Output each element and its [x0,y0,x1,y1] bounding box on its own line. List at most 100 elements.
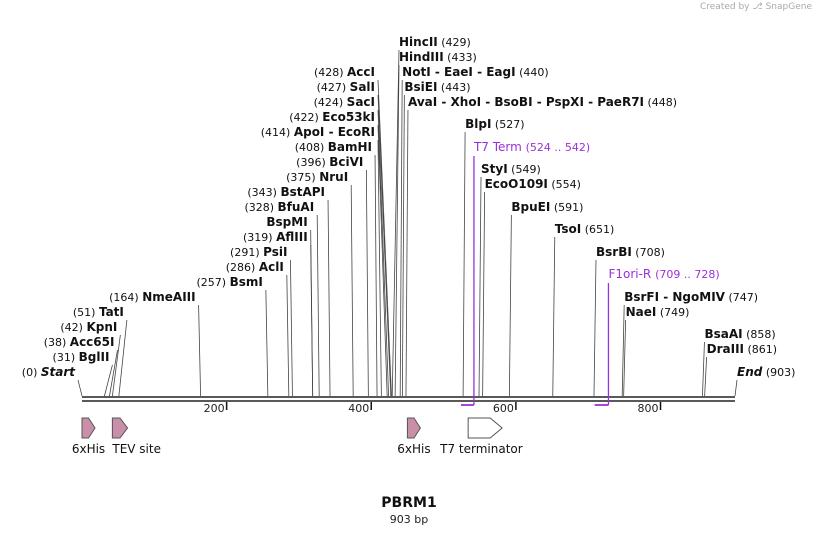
site-name: BsrBI [596,245,632,259]
site-label: HincII (429) [399,35,471,49]
feature-label: TEV site [111,442,161,456]
site-blpi: BlpI (527) [462,117,525,397]
site-name: SalI [350,80,375,94]
site-leader-line [104,364,113,397]
site-leader-line [377,79,392,397]
site-position: (319) [243,231,276,244]
site-label: (343) BstAPI [247,185,325,199]
site-label: End (903) [737,365,795,379]
site-name: BsaAI [704,327,742,341]
site-eco53ki: (422) Eco53kI [289,110,388,397]
site-naei: NaeI (749) [623,305,689,397]
site-leader-line [377,124,388,397]
site-leader-line [316,214,320,397]
site-hincii: HincII (429) [391,35,471,397]
site-leader-line [405,109,409,397]
site-leader-line [77,379,83,397]
site-label: (42) KpnI [60,320,117,334]
site-label: BsrFI - NgoMIV (747) [624,290,758,304]
site-label: (427) SalI [317,80,375,94]
site-position: (747) [725,291,758,304]
site-label: (375) NruI [286,170,348,184]
site-label: NotI - EaeI - EagI (440) [402,65,549,79]
tick-label-800: 800 [638,402,659,415]
site-leader-line [377,109,390,397]
site-position: (549) [508,163,541,176]
site-label: (408) BamHI [295,140,372,154]
site-name: EcoO109I [485,177,548,191]
site-name: AclI [259,260,284,274]
site-position: (591) [550,201,583,214]
site-name: StyI [481,162,508,176]
site-acc65i: (38) Acc65I [44,335,118,397]
site-leader-line [265,289,269,397]
site-end: End (903) [734,365,795,397]
site-position: (38) [44,336,70,349]
site-leader-line [350,184,354,397]
site-name: HincII [399,35,438,49]
site-label: (257) BsmI [197,275,263,289]
primer-name: F1ori-R [608,267,655,281]
site-position: (440) [516,66,549,79]
site-label: (291) PsiI [230,245,287,259]
site-leader-line [374,154,378,397]
site-label: (164) NmeAIII [109,290,195,304]
site-bspmi: BspMI [266,215,314,397]
features: 6xHis TEV site 6xHis T7 terminator [72,417,523,456]
site-name: ApoI - EcoRI [294,125,375,139]
site-position: (257) [197,276,230,289]
site-leader-line [593,259,597,397]
site-name: BfuAI [278,200,315,214]
primer-range: (709 .. 728) [655,268,720,281]
site-position: (443) [437,81,470,94]
site-name: BsrFI - NgoMIV [624,290,725,304]
site-label: (51) TatI [73,305,124,319]
site-label: StyI (549) [481,162,541,176]
site-bamhi: (408) BamHI [295,140,378,397]
site-leader-line [109,349,118,397]
site-name: DraIII [707,342,744,356]
site-position: (527) [491,118,524,131]
site-position: (408) [295,141,328,154]
site-label: (286) AclI [226,260,284,274]
site-apoi-ecori: (414) ApoI - EcoRI [261,125,382,397]
site-position: (903) [762,366,795,379]
feature-label: 6xHis [397,442,430,456]
site-position: (651) [581,223,614,236]
site-name: BsiEI [404,80,437,94]
site-label: (424) SacI [314,95,375,109]
site-position: (708) [632,246,665,259]
site-label: (38) Acc65I [44,335,115,349]
site-leader-line [734,379,738,397]
site-position: (414) [261,126,294,139]
site-leader-line [310,229,314,397]
primer-label: T7 Term (524 .. 542) [473,140,590,154]
plasmid-name: PBRM1 [381,495,437,511]
site-leader-line [508,214,512,397]
site-label: EcoO109I (554) [485,177,581,191]
site-position: (0) [22,366,41,379]
site-position: (42) [60,321,86,334]
site-leader-line [552,236,556,397]
site-name: Acc65I [70,335,115,349]
site-nmeaiii: (164) NmeAIII [109,290,201,397]
snapgene-watermark: Created by ⎇ SnapGene [699,2,812,12]
site-leader-line [377,94,392,397]
site-label: HindIII (433) [399,50,477,64]
tick-label-600: 600 [493,402,514,415]
site-position: (291) [230,246,263,259]
site-leader-line [290,259,293,397]
site-name: Eco53kI [322,110,375,124]
site-leader-line [399,79,403,397]
site-bsrbi: BsrBI (708) [593,245,665,397]
site-position: (554) [548,178,581,191]
site-position: (433) [444,51,477,64]
site-name: NruI [319,170,348,184]
site-leader-line [111,334,121,397]
site-name: BglII [79,350,110,364]
site-name: TsoI [555,222,581,236]
site-name: BamHI [328,140,372,154]
site-label: BspMI [266,215,307,229]
site-leader-line [478,176,482,397]
site-position: (343) [247,186,280,199]
